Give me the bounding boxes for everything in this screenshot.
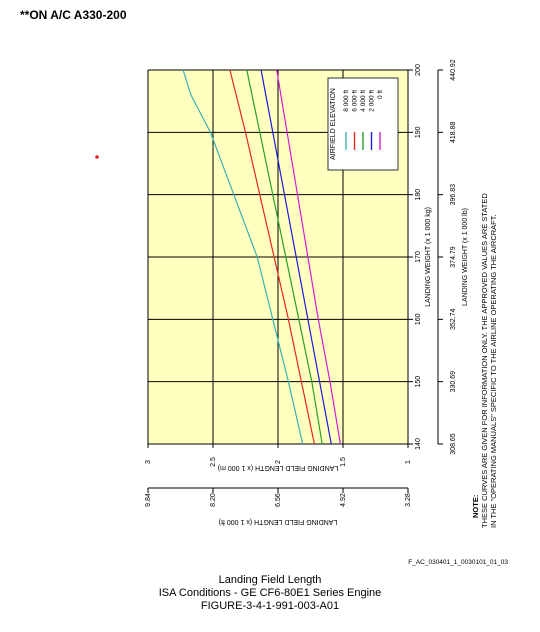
y-tick-label: 2 bbox=[275, 460, 282, 464]
note-title: NOTE: bbox=[471, 495, 480, 518]
caption-conditions: ISA Conditions - GE CF6-80E1 Series Engi… bbox=[158, 587, 382, 599]
y-secondary-tick-label: 3.28 bbox=[405, 493, 412, 507]
figure-caption: Landing Field Length ISA Conditions - GE… bbox=[0, 574, 540, 613]
x-tick-label: 200 bbox=[415, 64, 422, 76]
x-tick-label: 160 bbox=[415, 313, 422, 325]
legend-title: AIRFIELD ELEVATION bbox=[330, 88, 337, 160]
figure-id: F_AC_030401_1_0030101_01_03 bbox=[408, 559, 508, 566]
x-secondary-tick-label: 440.92 bbox=[450, 59, 457, 81]
series-line-4 bbox=[276, 69, 341, 445]
x-secondary-tick-label: 330.69 bbox=[450, 371, 457, 393]
x-secondary-tick-label: 308.65 bbox=[450, 433, 457, 455]
x-tick-label: 190 bbox=[415, 126, 422, 138]
legend: AIRFIELD ELEVATION 8 000 ft 6 000 ft 4 000 … bbox=[327, 77, 399, 171]
legend-entry-label: 6 000 ft bbox=[352, 90, 359, 112]
x-tick-label: 150 bbox=[415, 376, 422, 388]
series-line-2 bbox=[246, 69, 323, 445]
series-line-3 bbox=[260, 69, 332, 445]
y-secondary-tick-label: 6.56 bbox=[275, 493, 282, 507]
y-axis-secondary-label: LANDING FIELD LENGTH (x 1 000 ft) bbox=[219, 518, 338, 525]
x-tick-label: 180 bbox=[415, 189, 422, 201]
series-line-0 bbox=[182, 69, 304, 445]
y-axis-label: LANDING FIELD LENGTH (x 1 000 m) bbox=[218, 464, 339, 471]
legend-entry-label: 2 000 ft bbox=[369, 90, 376, 112]
series-line-1 bbox=[229, 69, 315, 445]
y-secondary-tick-label: 9.84 bbox=[145, 493, 152, 507]
legend-entry-label: 8 000 ft bbox=[343, 90, 350, 112]
x-tick-label: 170 bbox=[415, 251, 422, 263]
legend-box bbox=[327, 77, 399, 171]
y-secondary-tick-label: 4.92 bbox=[340, 493, 347, 507]
x-secondary-tick-label: 374.79 bbox=[450, 246, 457, 268]
chart-note: NOTE: THESE CURVES ARE GIVEN FOR INFORMAT… bbox=[471, 193, 498, 528]
aircraft-header: **ON A/C A330-200 bbox=[20, 8, 127, 22]
legend-entry-label: 0 ft bbox=[377, 90, 384, 99]
y-tick-label: 1 bbox=[405, 460, 412, 464]
x-secondary-tick-label: 352.74 bbox=[450, 309, 457, 331]
x-tick-label: 140 bbox=[415, 438, 422, 450]
note-line-1: THESE CURVES ARE GIVEN FOR INFORMATION O… bbox=[480, 193, 489, 528]
y-secondary-tick-label: 8.20 bbox=[210, 493, 217, 507]
caption-title: Landing Field Length bbox=[218, 574, 322, 586]
x-axis-label: LANDING WEIGHT (x 1 000 kg) bbox=[425, 207, 432, 307]
y-tick-label: 2.5 bbox=[210, 457, 217, 467]
note-line-2: IN THE "OPERATING MANUALS" SPECIFIC TO T… bbox=[489, 214, 498, 528]
y-tick-label: 1.5 bbox=[340, 457, 347, 467]
y-tick-label: 3 bbox=[145, 460, 152, 464]
x-axis-secondary-label: LANDING WEIGHT (x 1 000 lb) bbox=[462, 208, 469, 306]
caption-figure-number: FIGURE-3-4-1-991-003-A01 bbox=[200, 600, 340, 612]
plot-area: 140 150 160 170 180 190 200 LANDING WEIGHT (x 1… bbox=[95, 59, 508, 566]
x-secondary-tick-label: 418.88 bbox=[450, 122, 457, 144]
legend-entry-label: 4 000 ft bbox=[360, 90, 367, 112]
x-secondary-tick-label: 396.83 bbox=[450, 184, 457, 206]
red-marker-dot bbox=[95, 155, 99, 159]
